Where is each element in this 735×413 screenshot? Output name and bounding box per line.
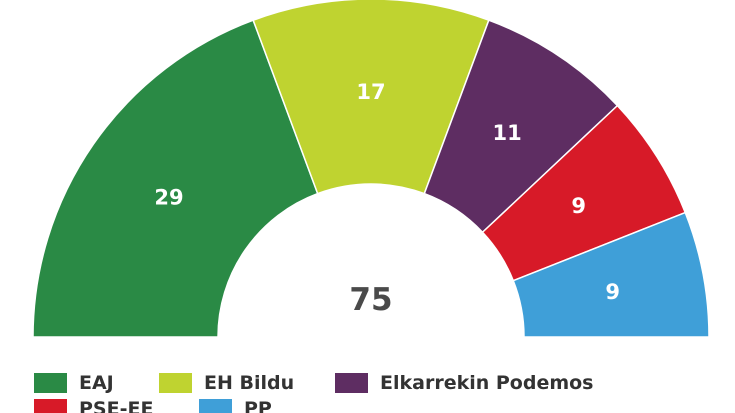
- segment-label-eh-bildu: 17: [356, 80, 385, 104]
- legend-label-elkarrekin-podemos: Elkarrekin Podemos: [380, 372, 594, 394]
- legend-label-pp: PP: [244, 398, 272, 413]
- legend-label-eaj: EAJ: [79, 372, 114, 394]
- total-seats-label: 75: [349, 282, 392, 318]
- segment-label-pp: 9: [605, 280, 620, 304]
- segment-label-eaj: 29: [154, 186, 183, 210]
- legend-swatch-pse-ee: [34, 399, 67, 413]
- legend-swatch-elkarrekin-podemos: [335, 373, 368, 393]
- legend-label-eh-bildu: EH Bildu: [204, 372, 295, 394]
- segment-eh-bildu: [252, 0, 490, 195]
- legend-item-pp: PP: [199, 398, 272, 413]
- legend-swatch-eh-bildu: [159, 373, 192, 393]
- legend: EAJ EH Bildu Elkarrekin Podemos PSE-EE P…: [34, 372, 734, 413]
- legend-item-eaj: EAJ: [34, 372, 114, 394]
- segment-label-elkarrekin-podemos: 11: [493, 121, 522, 145]
- segment-label-pse-ee: 9: [571, 194, 586, 218]
- legend-swatch-eaj: [34, 373, 67, 393]
- legend-item-eh-bildu: EH Bildu: [159, 372, 294, 394]
- segment-pp: [512, 211, 710, 338]
- legend-label-pse-ee: PSE-EE: [79, 398, 154, 413]
- legend-item-pse-ee: PSE-EE: [34, 398, 153, 413]
- segment-eaj: [32, 19, 319, 338]
- parliament-chart: 29 17 11 9 9 75: [32, 0, 710, 338]
- legend-swatch-pp: [199, 399, 232, 413]
- legend-item-elkarrekin-podemos: Elkarrekin Podemos: [335, 372, 594, 394]
